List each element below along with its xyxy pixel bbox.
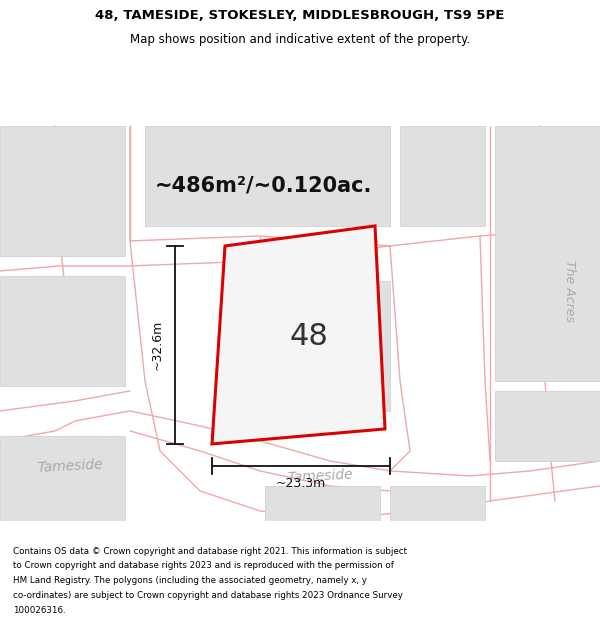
Polygon shape xyxy=(212,226,385,444)
Text: co-ordinates) are subject to Crown copyright and database rights 2023 Ordnance S: co-ordinates) are subject to Crown copyr… xyxy=(13,591,403,600)
Polygon shape xyxy=(230,281,390,411)
Text: ~32.6m: ~32.6m xyxy=(151,320,163,370)
Polygon shape xyxy=(390,486,485,521)
Polygon shape xyxy=(0,436,125,521)
Polygon shape xyxy=(495,391,600,461)
Polygon shape xyxy=(0,276,125,386)
Text: Contains OS data © Crown copyright and database right 2021. This information is : Contains OS data © Crown copyright and d… xyxy=(13,546,407,556)
Text: ~486m²/~0.120ac.: ~486m²/~0.120ac. xyxy=(155,176,373,196)
Text: 100026316.: 100026316. xyxy=(13,606,66,614)
Polygon shape xyxy=(265,486,380,521)
Text: HM Land Registry. The polygons (including the associated geometry, namely x, y: HM Land Registry. The polygons (includin… xyxy=(13,576,367,585)
Polygon shape xyxy=(495,126,600,381)
Text: 48, TAMESIDE, STOKESLEY, MIDDLESBROUGH, TS9 5PE: 48, TAMESIDE, STOKESLEY, MIDDLESBROUGH, … xyxy=(95,9,505,22)
Text: Tameside: Tameside xyxy=(287,468,353,484)
Text: to Crown copyright and database rights 2023 and is reproduced with the permissio: to Crown copyright and database rights 2… xyxy=(13,561,394,570)
Text: Tameside: Tameside xyxy=(37,458,103,474)
Polygon shape xyxy=(400,126,485,226)
Text: The Acres: The Acres xyxy=(563,260,577,322)
Text: ~23.3m: ~23.3m xyxy=(276,478,326,491)
Polygon shape xyxy=(145,126,390,226)
Text: 48: 48 xyxy=(290,322,329,351)
Text: Map shows position and indicative extent of the property.: Map shows position and indicative extent… xyxy=(130,34,470,46)
Polygon shape xyxy=(0,126,125,256)
